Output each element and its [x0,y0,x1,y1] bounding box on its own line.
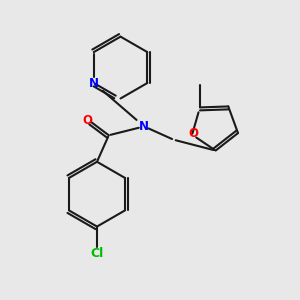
Text: N: N [139,120,149,133]
Text: Cl: Cl [90,247,104,260]
Text: N: N [89,76,99,89]
Text: O: O [82,114,93,127]
Text: O: O [189,127,199,140]
